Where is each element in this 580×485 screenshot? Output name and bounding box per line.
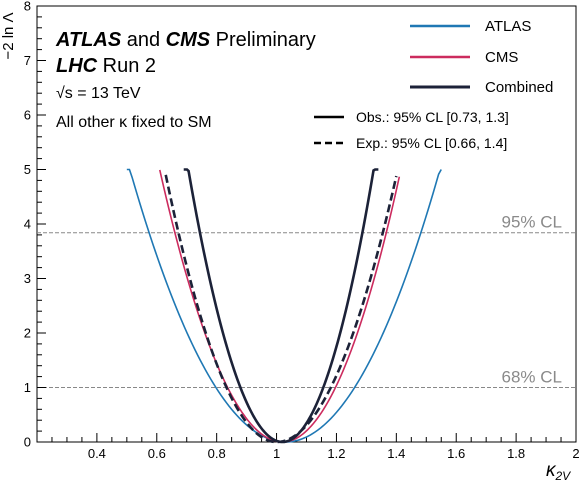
y-tick-label: 8 [24, 0, 31, 14]
x-tick-label: 1.8 [507, 446, 525, 461]
y-axis-title: −2 ln Λ [0, 12, 17, 59]
title-lhc: LHC [56, 55, 98, 77]
title-line2: LHC Run 2 [56, 55, 156, 77]
y-axis-ticks: 0 1 2 3 4 5 6 7 8 [24, 0, 46, 450]
energy-label: √s = 13 TeV [56, 85, 141, 102]
legend-label-observed: Obs.: 95% CL [0.73, 1.3] [356, 109, 509, 125]
y-tick-label: 2 [24, 326, 31, 341]
title-atlas: ATLAS [55, 29, 122, 51]
x-axis-ticks: 0.4 0.6 0.8 1 1.2 1.4 1.6 1.8 2 [36, 433, 580, 461]
assumption-label: All other κ fixed to SM [56, 114, 212, 131]
curves [126, 168, 442, 444]
legend-label-combined: Combined [485, 79, 553, 96]
x-tick-label: 2 [572, 446, 579, 461]
x-axis-title-main: κ [546, 460, 557, 481]
x-tick-label: 0.8 [208, 446, 226, 461]
y-tick-label: 3 [24, 271, 31, 286]
legend: ATLAS CMS Combined Obs.: 95% CL [0.73, 1… [314, 18, 553, 151]
x-axis-title: κ2V [546, 460, 571, 483]
legend-label-atlas: ATLAS [485, 18, 531, 35]
x-axis-title-sub: 2V [555, 469, 572, 483]
cl95-label: 95% CL [502, 213, 562, 232]
title-line1: ATLAS and CMS Preliminary [55, 29, 316, 51]
y-tick-label: 5 [24, 162, 31, 177]
y-tick-label: 6 [24, 108, 31, 123]
title-and: and [121, 29, 165, 51]
legend-label-cms: CMS [485, 49, 518, 66]
curve-combined-dashed [164, 174, 398, 444]
x-tick-label: 1.6 [447, 446, 465, 461]
curve-combined-solid [183, 168, 379, 444]
cl68-label: 68% CL [502, 368, 562, 387]
y-tick-label: 0 [24, 435, 31, 450]
title-run: Run 2 [97, 55, 156, 77]
y-tick-label: 7 [24, 53, 31, 68]
title-cms: CMS [166, 29, 211, 51]
title-preliminary: Preliminary [210, 29, 316, 51]
y-tick-label: 4 [24, 217, 31, 232]
x-tick-label: 1 [273, 446, 280, 461]
x-tick-label: 1.2 [327, 446, 345, 461]
legend-label-expected: Exp.: 95% CL [0.66, 1.4] [356, 135, 507, 151]
x-tick-label: 0.4 [88, 446, 106, 461]
y-tick-label: 1 [24, 380, 31, 395]
x-tick-label: 1.4 [387, 446, 405, 461]
x-tick-label: 0.6 [148, 446, 166, 461]
